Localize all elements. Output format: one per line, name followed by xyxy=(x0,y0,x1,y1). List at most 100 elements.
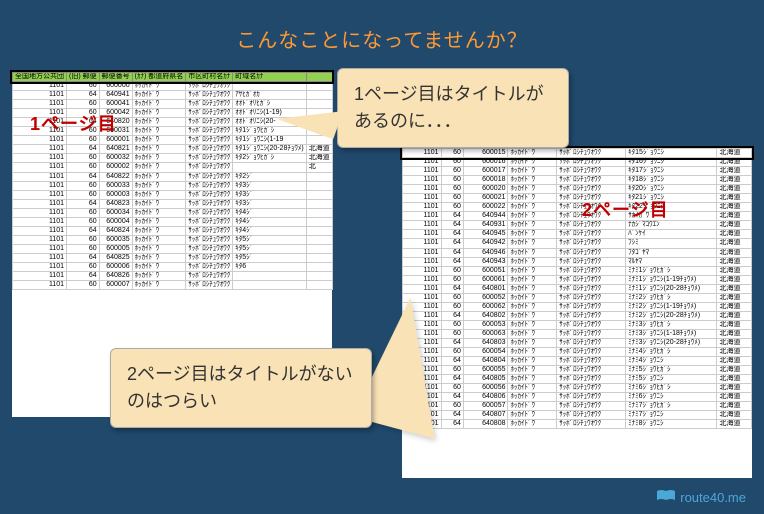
table-cell: ｷﾀ6 xyxy=(233,262,306,271)
table-cell: 1101 xyxy=(13,208,67,217)
table-cell: ﾎｯｶｲﾄﾞｳ xyxy=(508,248,557,257)
table-cell: ﾎｯｶｲﾄﾞｳ xyxy=(508,230,557,239)
table-cell: ﾎｯｶｲﾄﾞｳ xyxy=(132,262,186,271)
table-cell xyxy=(233,281,306,290)
table-cell: 640807 xyxy=(463,411,508,420)
table-cell: 1101 xyxy=(403,203,442,212)
table-cell: ｻｯﾎﾟﾛｼﾁｭｳｵｳｸ xyxy=(557,185,626,194)
table-cell: ﾐﾅﾐ7ｼﾞｮｳﾆｼ xyxy=(626,411,717,420)
table-row: 110160600000ﾎｯｶｲﾄﾞｳｻｯﾎﾟﾛｼﾁｭｳｵｳｸ xyxy=(13,82,333,91)
table-cell: ﾎｯｶｲﾄﾞｳ xyxy=(132,154,186,163)
table-cell: 北海道 xyxy=(717,357,752,366)
table-row: 110164640821ﾎｯｶｲﾄﾞｳｻｯﾎﾟﾛｼﾁｭｳｵｳｸｷﾀ1ｼﾞｮｳﾆｼ… xyxy=(13,145,333,154)
table-cell: 北海道 xyxy=(717,230,752,239)
table-cell: ｻｯﾎﾟﾛｼﾁｭｳｵｳｸ xyxy=(186,190,233,199)
table-cell: 1101 xyxy=(403,248,442,257)
table-cell: 64 xyxy=(441,420,463,429)
column-header: 町域名ｶﾅ xyxy=(233,73,306,82)
table-cell: ｻｯﾎﾟﾛｼﾁｭｳｵｳｸ xyxy=(186,136,233,145)
table-cell: ｻｯﾎﾟﾛｼﾁｭｳｵｳｸ xyxy=(557,320,626,329)
column-header: 全国地方公共団 xyxy=(13,73,67,82)
table-cell: 640820 xyxy=(99,118,132,127)
table-cell: ｻｯﾎﾟﾛｼﾁｭｳｵｳｸ xyxy=(186,82,233,91)
table-cell: ｷﾀ2ｼﾞｮｳﾋｶﾞｼ xyxy=(233,154,306,163)
table-cell: 60 xyxy=(67,154,100,163)
table-cell: 64 xyxy=(67,172,100,181)
table-cell: 60 xyxy=(67,181,100,190)
page-title: こんなことになってませんか？ xyxy=(0,24,764,53)
table-cell xyxy=(306,208,332,217)
table-cell: 北海道 xyxy=(717,348,752,357)
table-row: 110164640805ﾎｯｶｲﾄﾞｳｻｯﾎﾟﾛｼﾁｭｳｵｳｸﾐﾅﾐ5ｼﾞｮｳﾆ… xyxy=(403,375,752,384)
table-cell: 1101 xyxy=(13,145,67,154)
table-cell: ｻｯﾎﾟﾛｼﾁｭｳｵｳｸ xyxy=(186,208,233,217)
table-cell xyxy=(306,82,332,91)
table-cell: 1101 xyxy=(13,253,67,262)
table-cell: 64 xyxy=(441,221,463,230)
table-cell: ﾐﾅﾐ4ｼﾞｮｳﾋｶﾞｼ xyxy=(626,348,717,357)
table-cell: ｻｯﾎﾟﾛｼﾁｭｳｵｳｸ xyxy=(557,384,626,393)
table-cell: 北海道 xyxy=(717,176,752,185)
table-cell: ﾐﾅﾐ2ｼﾞｮｳﾆｼ(20-28ﾁｮｳﾒ) xyxy=(626,311,717,320)
table-cell: ﾎｯｶｲﾄﾞｳ xyxy=(508,293,557,302)
table-cell: ﾎｯｶｲﾄﾞｳ xyxy=(132,190,186,199)
table-cell: 1101 xyxy=(13,281,67,290)
table-cell: ｻｯﾎﾟﾛｼﾁｭｳｵｳｸ xyxy=(557,194,626,203)
callout-1: 1ページ目はタイトルがあるのに．．． xyxy=(337,68,569,148)
table-cell: ｻｯﾎﾟﾛｼﾁｭｳｵｳｸ xyxy=(557,338,626,347)
table-cell: 北海道 xyxy=(717,275,752,284)
table-cell: 600022 xyxy=(463,203,508,212)
table-row: 110160600057ﾎｯｶｲﾄﾞｳｻｯﾎﾟﾛｼﾁｭｳｵｳｸﾐﾅﾐ7ｼﾞｮｳﾋ… xyxy=(403,402,752,411)
table-cell: ｻｯﾎﾟﾛｼﾁｭｳｵｳｸ xyxy=(557,293,626,302)
table-cell: 600052 xyxy=(463,293,508,302)
table-cell: ｻｯﾎﾟﾛｼﾁｭｳｵｳｸ xyxy=(186,172,233,181)
table-cell: 64 xyxy=(67,272,100,281)
table-cell: ﾎｯｶｲﾄﾞｳ xyxy=(508,284,557,293)
table-cell xyxy=(233,163,306,172)
table-cell: ﾐﾅﾐ7ｼﾞｮｳﾋｶﾞｼ xyxy=(626,402,717,411)
table-cell: ﾎｯｶｲﾄﾞｳ xyxy=(508,402,557,411)
table-cell: ﾎｯｶｲﾄﾞｳ xyxy=(508,275,557,284)
table-cell: ｻｯﾎﾟﾛｼﾁｭｳｵｳｸ xyxy=(186,118,233,127)
table-cell: ﾎｯｶｲﾄﾞｳ xyxy=(132,172,186,181)
table-cell: 640823 xyxy=(99,199,132,208)
table-cell: 1101 xyxy=(13,91,67,100)
table-cell: ﾎｯｶｲﾄﾞｳ xyxy=(508,411,557,420)
table-cell: 640803 xyxy=(463,338,508,347)
table-cell: 1101 xyxy=(403,158,442,167)
table-cell: ｷﾀ5ｼﾞ xyxy=(233,253,306,262)
table-row: 110160600051ﾎｯｶｲﾄﾞｳｻｯﾎﾟﾛｼﾁｭｳｵｳｸﾐﾅﾐ1ｼﾞｮｳﾋ… xyxy=(403,266,752,275)
table-cell xyxy=(306,281,332,290)
table-row: 110160600001ﾎｯｶｲﾄﾞｳｻｯﾎﾟﾛｼﾁｭｳｵｳｸｷﾀ1ｼﾞｮｳﾆｼ… xyxy=(13,136,333,145)
table-cell: ﾎｯｶｲﾄﾞｳ xyxy=(132,91,186,100)
table-cell: 北海道 xyxy=(717,203,752,212)
table-cell: 北海道 xyxy=(717,320,752,329)
table-row: 110164640807ﾎｯｶｲﾄﾞｳｻｯﾎﾟﾛｼﾁｭｳｵｳｸﾐﾅﾐ7ｼﾞｮｳﾆ… xyxy=(403,411,752,420)
table-cell: ﾐﾅﾐ4ｼﾞｮｳﾆｼ xyxy=(626,357,717,366)
table-cell: 1101 xyxy=(13,235,67,244)
table-cell: ｻｯﾎﾟﾛｼﾁｭｳｵｳｸ xyxy=(557,230,626,239)
table-cell: 600051 xyxy=(463,266,508,275)
table-cell: ｷﾀ2ｼﾞ xyxy=(233,172,306,181)
column-header xyxy=(306,73,332,82)
table-cell: 600015 xyxy=(463,149,508,158)
table-cell: 60 xyxy=(67,262,100,271)
table-cell: ｻｯﾎﾟﾛｼﾁｭｳｵｳｸ xyxy=(557,393,626,402)
table-row: 110160600020ﾎｯｶｲﾄﾞｳｻｯﾎﾟﾛｼﾁｭｳｵｳｸｷﾀ20ｼﾞｮｳﾆ… xyxy=(403,185,752,194)
table-cell: 64 xyxy=(67,199,100,208)
table-row: 110164640943ﾎｯｶｲﾄﾞｳｻｯﾎﾟﾛｼﾁｭｳｵｳｸﾏﾙﾔﾏ北海道 xyxy=(403,257,752,266)
table-cell: ｻｯﾎﾟﾛｼﾁｭｳｵｳｸ xyxy=(557,176,626,185)
table-cell: ﾎｯｶｲﾄﾞｳ xyxy=(508,185,557,194)
table-cell: ﾎｯｶｲﾄﾞｳ xyxy=(132,226,186,235)
table-cell: ﾎｯｶｲﾄﾞｳ xyxy=(508,302,557,311)
table-cell: ﾎｯｶｲﾄﾞｳ xyxy=(132,82,186,91)
table-cell: ｻｯﾎﾟﾛｼﾁｭｳｵｳｸ xyxy=(186,100,233,109)
table-cell: 640808 xyxy=(463,420,508,429)
table-row: 110164640944ﾎｯｶｲﾄﾞｳｻｯﾎﾟﾛｼﾁｭｳｵｳｸｻｶｲｶﾞﾜ北海道 xyxy=(403,212,752,221)
table-cell: 640824 xyxy=(99,226,132,235)
table-cell: ﾎｯｶｲﾄﾞｳ xyxy=(132,272,186,281)
table-cell: 60 xyxy=(441,158,463,167)
table-cell: ｻｯﾎﾟﾛｼﾁｭｳｵｳｸ xyxy=(186,272,233,281)
table-cell: 600063 xyxy=(463,329,508,338)
table-cell: 640946 xyxy=(463,248,508,257)
